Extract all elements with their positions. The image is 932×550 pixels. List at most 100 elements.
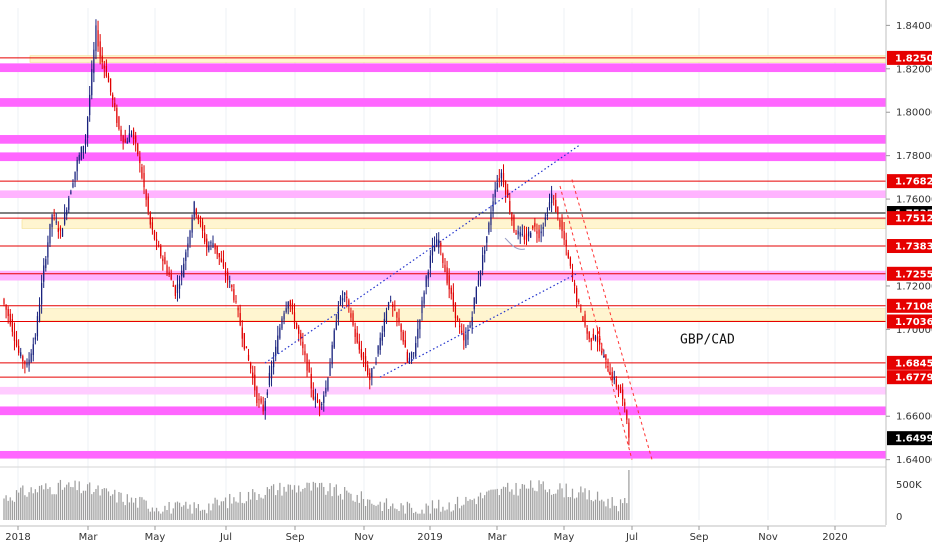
- volume-bar: [603, 501, 605, 520]
- volume-bar: [28, 492, 30, 520]
- candle-body: [396, 312, 398, 318]
- candle-body: [375, 361, 377, 363]
- price-tag-box: [887, 314, 932, 329]
- volume-bar: [63, 487, 66, 520]
- volume-bar: [107, 491, 110, 520]
- candle-body: [247, 354, 250, 360]
- candle-body: [304, 351, 306, 356]
- candle-body: [137, 143, 139, 155]
- candle-body: [325, 387, 327, 394]
- volume-bar: [281, 495, 283, 520]
- candle-body: [404, 340, 406, 348]
- volume-bar: [7, 500, 9, 520]
- volume-bar: [61, 489, 64, 520]
- volume-bar: [191, 513, 193, 520]
- volume-bar: [245, 501, 248, 520]
- candle-body: [364, 356, 367, 368]
- candle-body: [360, 349, 363, 358]
- volume-bar: [387, 508, 390, 520]
- highlight-box: [21, 219, 887, 229]
- volume-bar: [413, 512, 415, 520]
- price-tag-box: [887, 239, 932, 254]
- volume-bar: [89, 482, 91, 520]
- candle-body: [400, 324, 402, 332]
- volume-bar: [51, 494, 53, 520]
- candle-body: [40, 283, 43, 305]
- candle-body: [314, 396, 317, 400]
- volume-bar: [141, 497, 143, 520]
- price-tag-box: [887, 50, 932, 65]
- volume-bar: [515, 482, 517, 520]
- volume-bar: [438, 499, 440, 520]
- volume-bar: [354, 501, 356, 520]
- candle-body: [24, 361, 26, 365]
- candle-body: [527, 231, 530, 237]
- volume-bar: [312, 481, 314, 520]
- volume-bar: [168, 502, 170, 520]
- candle-body: [417, 328, 419, 339]
- candle-body: [550, 193, 553, 204]
- volume-bar: [385, 498, 388, 520]
- volume-bar: [20, 487, 22, 520]
- volume-bar: [128, 502, 131, 520]
- candle-body: [425, 276, 427, 287]
- candle-body: [571, 272, 574, 278]
- candle-body: [590, 338, 592, 342]
- candle-body: [481, 255, 484, 270]
- candle-body: [515, 232, 517, 235]
- volume-bar: [605, 506, 607, 520]
- volume-bar: [496, 488, 498, 520]
- candle-body: [615, 379, 617, 387]
- candle-body: [218, 253, 220, 258]
- time-tick-label: May: [554, 532, 575, 543]
- candle-body: [272, 360, 275, 368]
- volume-bar: [86, 484, 89, 520]
- candle-body: [124, 138, 126, 143]
- volume-bar: [513, 494, 515, 520]
- volume-bar: [164, 505, 166, 520]
- candle-body: [293, 312, 296, 324]
- volume-bar: [358, 502, 360, 520]
- volume-bar: [396, 509, 398, 520]
- zone-band: [0, 450, 886, 459]
- candle-body: [431, 245, 434, 256]
- volume-bar: [450, 511, 452, 520]
- volume-bar: [193, 502, 195, 520]
- candle-body: [99, 41, 101, 57]
- time-tick-label: Mar: [79, 532, 99, 543]
- candle-body: [68, 198, 70, 210]
- volume-bar: [475, 504, 477, 520]
- candle-body: [86, 117, 89, 139]
- candle-body: [270, 365, 273, 379]
- candle-body: [569, 257, 572, 266]
- candle-body: [312, 390, 314, 400]
- volume-bar: [229, 493, 231, 520]
- candle-body: [573, 282, 576, 286]
- volume-bar: [341, 499, 344, 520]
- candle-body: [469, 325, 471, 328]
- candle-body: [302, 341, 304, 349]
- volume-bar: [266, 487, 268, 520]
- candle-body: [128, 133, 131, 143]
- candle-body: [5, 304, 7, 310]
- price-tag-label: 1.73839: [895, 242, 932, 253]
- volume-bar: [300, 491, 302, 520]
- volume-bar: [160, 513, 162, 520]
- candle-body: [318, 400, 321, 409]
- candle-body: [513, 215, 515, 232]
- volume-bar: [601, 499, 603, 520]
- volume-bar: [130, 497, 133, 520]
- price-tag-box: [887, 266, 932, 281]
- volume-bar: [617, 511, 620, 520]
- volume-bar: [626, 503, 628, 520]
- volume-bar: [32, 493, 34, 520]
- price-tag-label: 1.71085: [895, 301, 932, 312]
- volume-bar: [137, 507, 139, 520]
- volume-bar: [11, 500, 13, 520]
- volume-bar: [316, 487, 319, 520]
- candle-body: [473, 297, 475, 310]
- candle-body: [130, 133, 133, 136]
- volume-bar: [511, 489, 513, 520]
- candle-body: [452, 292, 454, 307]
